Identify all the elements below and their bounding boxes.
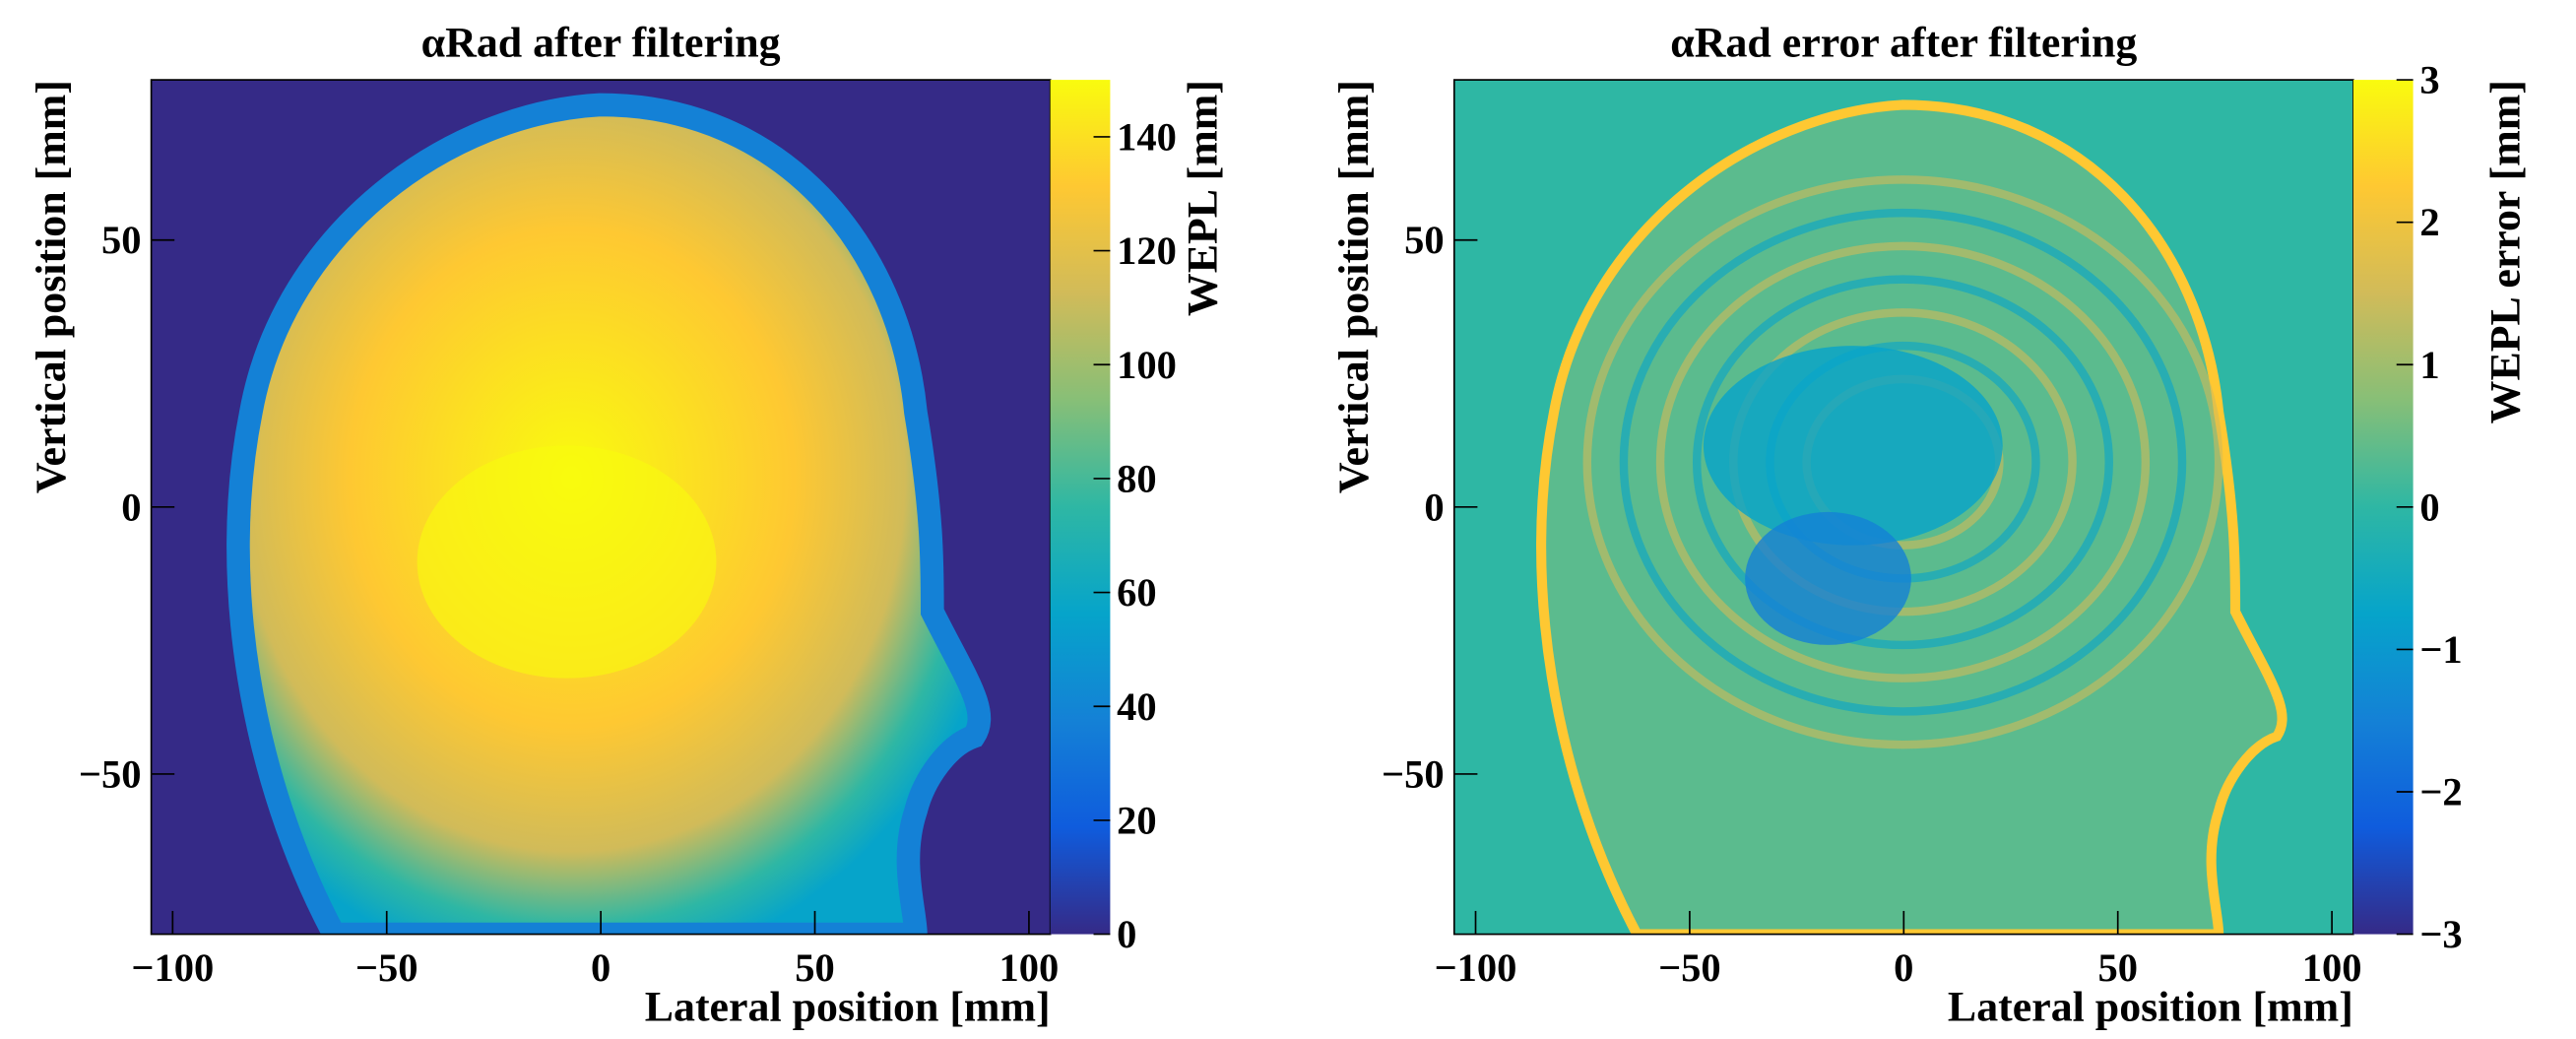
y-tick-label: 0 bbox=[121, 485, 141, 529]
contour-ring bbox=[1655, 241, 2151, 682]
heatmap bbox=[1453, 80, 2353, 935]
chart-title: αRad error after filtering bbox=[1670, 19, 2137, 66]
brain-region bbox=[1745, 511, 1911, 645]
brain-region bbox=[1703, 346, 2003, 546]
colorbar-tick-label: 3 bbox=[2419, 58, 2439, 102]
x-tick-label: −100 bbox=[1435, 945, 1517, 990]
y-tick-label: 50 bbox=[101, 218, 141, 262]
y-tick-label: 0 bbox=[1424, 485, 1444, 529]
x-tick-label: 50 bbox=[795, 945, 834, 990]
colorbar-tick-label: 80 bbox=[1117, 456, 1157, 500]
colorbar-tick-label: 40 bbox=[1117, 684, 1157, 729]
contour-ring bbox=[1619, 208, 2187, 716]
heatmap bbox=[151, 80, 1051, 935]
x-tick-label: −50 bbox=[1658, 945, 1721, 990]
colorbar-tick-label: 60 bbox=[1117, 570, 1157, 615]
x-tick-label: 50 bbox=[2097, 945, 2138, 990]
y-axis-label: Vertical position [mm] bbox=[28, 80, 75, 493]
x-tick-label: 100 bbox=[999, 945, 1060, 990]
y-tick-label: −50 bbox=[79, 751, 142, 796]
colorbar-tick-label: −2 bbox=[2419, 770, 2462, 814]
colorbar-tick-label: 0 bbox=[1117, 912, 1136, 956]
contour-ring bbox=[1582, 175, 2223, 749]
colorbar-label: WEPL error [mm] bbox=[2482, 80, 2530, 423]
x-tick-label: −50 bbox=[355, 945, 419, 990]
colorbar bbox=[1050, 80, 1111, 935]
colorbar-tick-label: 120 bbox=[1117, 228, 1177, 273]
x-tick-label: −100 bbox=[131, 945, 214, 990]
colorbar-tick-label: 140 bbox=[1117, 114, 1177, 159]
x-tick-label: 0 bbox=[591, 945, 611, 990]
y-tick-label: 50 bbox=[1404, 218, 1445, 262]
x-tick-label: 100 bbox=[2302, 945, 2362, 990]
colorbar-label: WEPL [mm] bbox=[1179, 80, 1226, 316]
chart-title: αRad after filtering bbox=[421, 19, 781, 66]
colorbar-tick-label: −3 bbox=[2419, 912, 2462, 956]
x-axis-label: Lateral position [mm] bbox=[645, 983, 1051, 1030]
x-tick-label: 0 bbox=[1894, 945, 1913, 990]
y-axis-label: Vertical position [mm] bbox=[1330, 80, 1378, 493]
bone-region bbox=[417, 445, 717, 679]
colorbar-tick-label: 0 bbox=[2419, 485, 2439, 529]
x-axis-label: Lateral position [mm] bbox=[1948, 983, 2353, 1030]
colorbar-tick-label: 20 bbox=[1117, 798, 1157, 842]
y-tick-label: −50 bbox=[1382, 751, 1445, 796]
colorbar-tick-label: 1 bbox=[2419, 343, 2439, 387]
colorbar-tick-label: 2 bbox=[2419, 200, 2439, 244]
contour-ring bbox=[1692, 275, 2113, 650]
colorbar-tick-label: −1 bbox=[2419, 627, 2462, 672]
colorbar-tick-label: 100 bbox=[1117, 343, 1177, 387]
